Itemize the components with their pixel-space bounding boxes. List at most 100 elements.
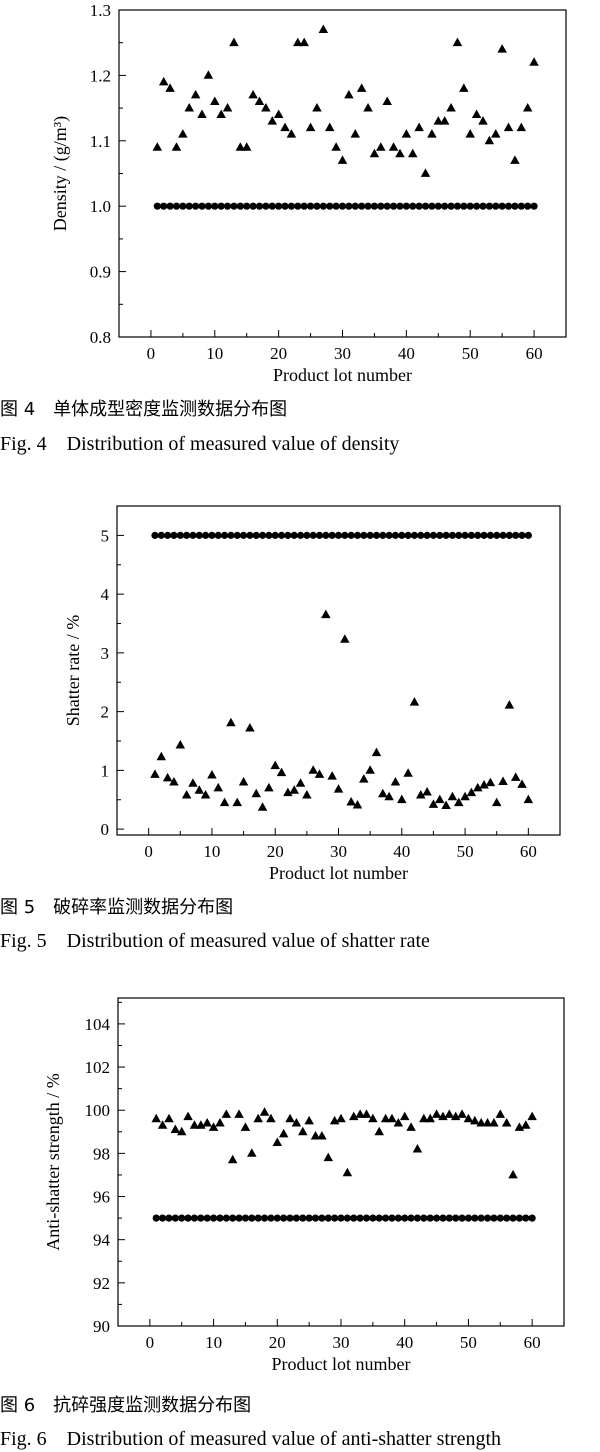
triangle-point — [470, 1115, 480, 1125]
circle-point — [410, 531, 419, 539]
circle-point — [473, 202, 481, 210]
circle-point — [239, 531, 248, 539]
circle-point — [356, 1214, 364, 1222]
triangle-point — [157, 1120, 168, 1129]
circle-point — [236, 202, 244, 210]
circle-point — [509, 1214, 517, 1222]
circle-point — [334, 531, 343, 539]
triangle-point — [227, 1154, 238, 1164]
triangle-point — [329, 1115, 340, 1125]
y-tick-label: 1.3 — [90, 1, 111, 20]
y-axis-title: Shatter rate / % — [63, 615, 83, 726]
circle-point — [324, 1214, 332, 1222]
circle-point — [396, 202, 404, 210]
triangle-point — [291, 1118, 302, 1127]
circle-point — [151, 531, 159, 539]
circle-point — [426, 1214, 434, 1222]
circle-point — [326, 202, 334, 210]
triangle-point — [232, 797, 242, 807]
triangle-point — [435, 794, 445, 804]
triangle-point — [259, 1107, 270, 1116]
triangle-point — [471, 109, 482, 119]
triangle-point — [336, 1113, 346, 1123]
circle-point — [170, 531, 178, 539]
triangle-point — [340, 634, 350, 643]
x-tick-label: 60 — [526, 344, 543, 363]
triangle-point — [393, 1118, 404, 1127]
triangle-point — [314, 769, 325, 778]
triangle-point — [251, 788, 261, 798]
triangle-point — [444, 1109, 455, 1118]
circle-point — [211, 202, 219, 210]
triangle-point — [272, 1137, 283, 1146]
triangle-point — [165, 83, 175, 92]
plot-frame — [118, 9, 567, 338]
circle-point — [243, 202, 251, 210]
triangle-point — [407, 148, 418, 158]
triangle-point — [324, 122, 335, 132]
x-tick-label: 20 — [267, 842, 284, 861]
circle-point — [160, 202, 168, 210]
circle-point — [176, 531, 184, 539]
triangle-point — [169, 777, 179, 786]
circle-point — [439, 1214, 447, 1222]
circle-point — [388, 1214, 396, 1222]
circle-point — [209, 1214, 218, 1222]
triangle-point — [210, 96, 220, 105]
triangle-point — [175, 740, 186, 749]
triangle-point — [501, 1118, 512, 1127]
circle-point — [442, 531, 450, 539]
x-axis-title: Product lot number — [272, 1354, 411, 1374]
circle-point — [157, 531, 165, 539]
x-tick-label: 50 — [462, 344, 479, 363]
circle-point — [192, 202, 200, 210]
circle-point — [447, 202, 455, 210]
triangle-point — [428, 799, 439, 808]
circle-point — [432, 1214, 441, 1222]
circle-point — [402, 202, 410, 210]
circle-point — [460, 202, 468, 210]
circle-point — [377, 202, 385, 210]
triangle-point — [254, 96, 265, 105]
y-tick-label: 1 — [101, 761, 110, 780]
x-tick-label: 50 — [457, 842, 474, 861]
circle-point — [318, 1214, 326, 1222]
circle-point — [409, 202, 417, 210]
triangle-point — [350, 129, 361, 138]
triangle-point — [164, 1113, 174, 1123]
x-tick-label: 0 — [146, 1333, 155, 1352]
triangle-point — [207, 769, 217, 779]
circle-point — [195, 531, 203, 539]
circle-point — [271, 531, 279, 539]
triangle-point — [158, 76, 169, 86]
triangle-point — [190, 89, 201, 99]
chart-3: 0 10 20 30 40 50 60 90 92 94 96 98 100 102 104 Product … — [43, 997, 565, 1374]
circle-point — [165, 1214, 173, 1222]
circle-point — [467, 531, 475, 539]
triangle-point — [503, 122, 514, 132]
circle-point — [522, 1214, 530, 1222]
circle-point — [153, 202, 161, 210]
circle-point — [345, 202, 353, 210]
x-tick-label: 60 — [524, 1333, 541, 1352]
circle-point — [505, 531, 513, 539]
circle-point — [227, 531, 235, 539]
circle-point — [184, 1214, 192, 1222]
circle-point — [474, 531, 482, 539]
circle-point — [241, 1214, 250, 1222]
circle-point — [466, 202, 474, 210]
triangle-point — [497, 44, 507, 53]
triangle-point — [376, 142, 386, 151]
triangle-point — [285, 1113, 295, 1123]
circle-point — [296, 531, 305, 539]
circle-point — [503, 1214, 511, 1222]
circle-point — [515, 1214, 524, 1222]
triangle-point — [452, 37, 463, 47]
triangle-point — [403, 768, 413, 777]
y-tick-label: 96 — [93, 1188, 110, 1207]
triangle-point — [414, 122, 424, 132]
circle-point — [229, 1214, 237, 1222]
triangle-point — [304, 1115, 314, 1125]
x-tick-label: 0 — [144, 842, 153, 861]
circle-point — [220, 531, 229, 539]
